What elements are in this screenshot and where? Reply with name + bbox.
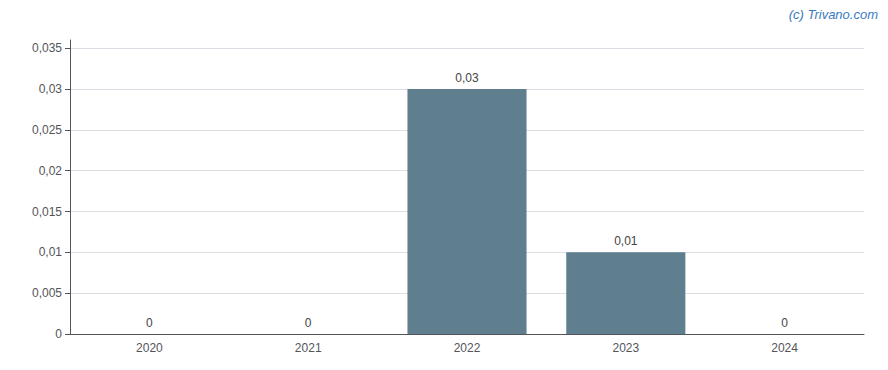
- svg-text:0,015: 0,015: [32, 205, 62, 219]
- svg-text:0,03: 0,03: [455, 71, 479, 85]
- svg-text:2023: 2023: [612, 341, 639, 355]
- svg-text:2024: 2024: [771, 341, 798, 355]
- svg-text:0,01: 0,01: [614, 234, 638, 248]
- svg-text:0: 0: [55, 327, 62, 341]
- svg-text:0: 0: [305, 316, 312, 330]
- svg-text:0: 0: [781, 316, 788, 330]
- svg-text:0,025: 0,025: [32, 123, 62, 137]
- svg-text:0,035: 0,035: [32, 41, 62, 55]
- svg-text:2021: 2021: [295, 341, 322, 355]
- svg-text:2022: 2022: [454, 341, 481, 355]
- svg-text:0,03: 0,03: [39, 82, 63, 96]
- svg-text:0,01: 0,01: [39, 245, 63, 259]
- svg-text:2020: 2020: [136, 341, 163, 355]
- svg-text:(c) Trivano.com: (c) Trivano.com: [789, 7, 878, 22]
- svg-text:0,02: 0,02: [39, 164, 63, 178]
- svg-text:0,005: 0,005: [32, 286, 62, 300]
- svg-text:0: 0: [146, 316, 153, 330]
